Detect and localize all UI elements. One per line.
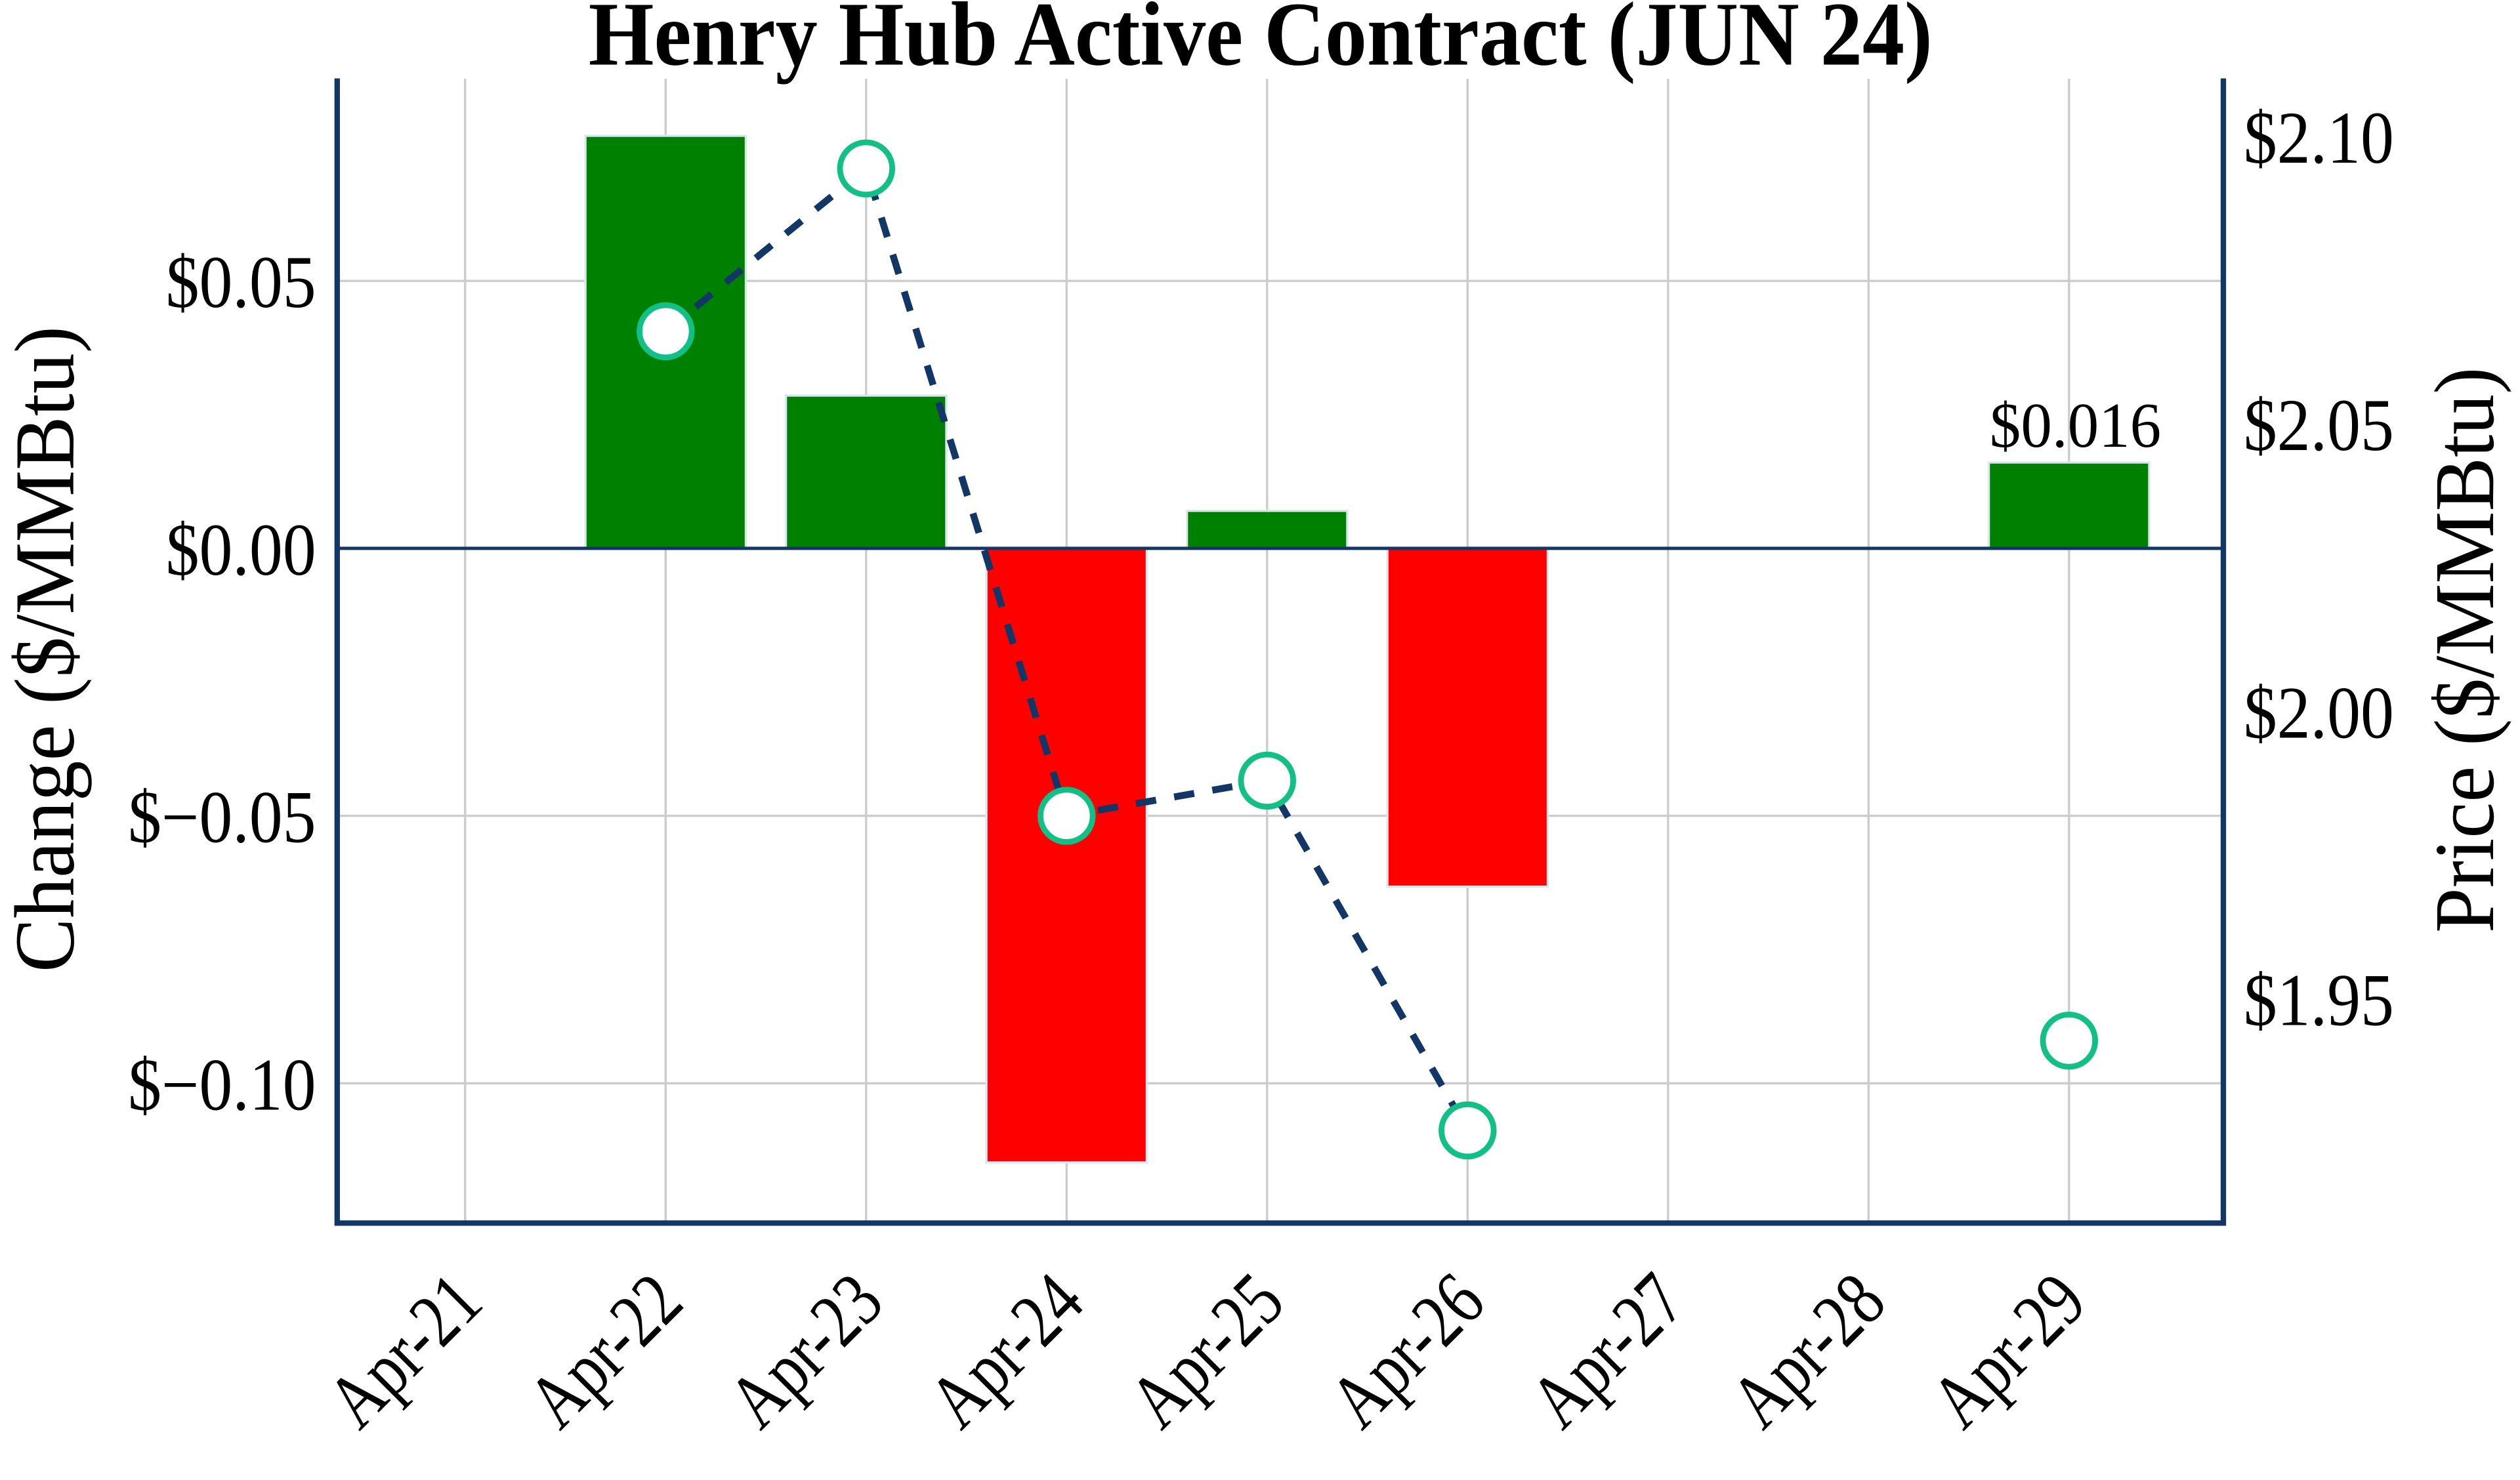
svg-text:$2.10: $2.10 xyxy=(2244,97,2394,179)
svg-text:Price ($/MMBtu): Price ($/MMBtu) xyxy=(2418,367,2512,934)
svg-text:$0.05: $0.05 xyxy=(166,241,316,323)
svg-text:$0.016: $0.016 xyxy=(1990,390,2161,461)
svg-text:$1.95: $1.95 xyxy=(2244,960,2394,1042)
svg-text:$2.05: $2.05 xyxy=(2244,384,2394,466)
svg-text:Change ($/MMBtu): Change ($/MMBtu) xyxy=(0,326,93,972)
svg-text:$−0.10: $−0.10 xyxy=(128,1044,316,1126)
svg-text:$0.00: $0.00 xyxy=(166,509,316,591)
svg-text:$−0.05: $−0.05 xyxy=(128,777,316,859)
svg-text:$2.00: $2.00 xyxy=(2244,672,2394,754)
svg-text:Henry Hub Active Contract (JUN: Henry Hub Active Contract (JUN 24) xyxy=(589,0,1933,85)
